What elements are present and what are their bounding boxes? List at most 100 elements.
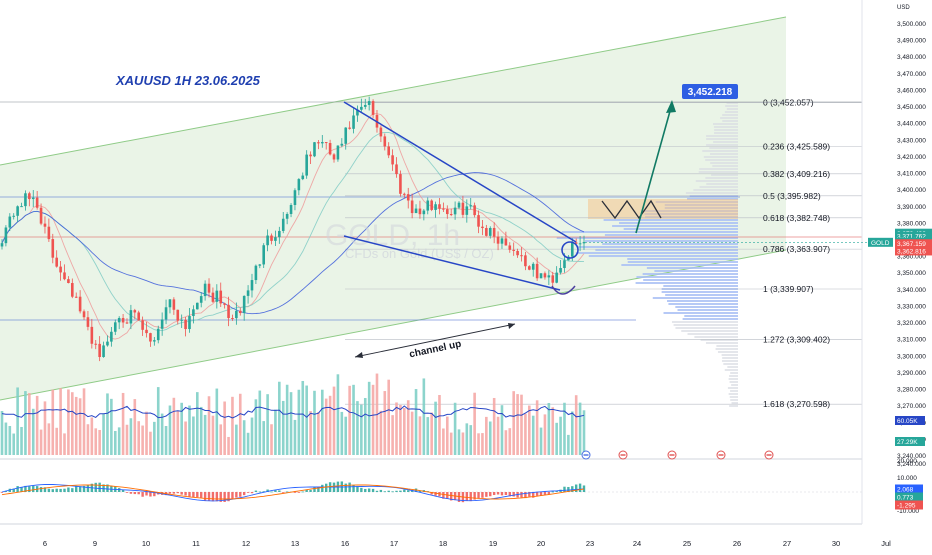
macd-histogram-bar — [121, 489, 125, 492]
macd-histogram-bar — [469, 492, 472, 502]
time-tick: Jul — [881, 539, 891, 548]
volume-bar — [164, 426, 168, 455]
candle-body — [110, 331, 113, 342]
macd-histogram-bar — [223, 492, 226, 502]
watermark-description: CFDs on Gold (US$ / OZ) — [345, 246, 494, 261]
price-tick: 3,270.000 — [897, 403, 926, 410]
volume-bar — [160, 413, 164, 455]
macd-histogram-bar — [219, 492, 222, 502]
candle-body — [582, 242, 586, 244]
candle-body — [559, 268, 562, 273]
volume-bar — [270, 424, 273, 455]
macd-histogram-bar — [547, 492, 551, 494]
macd-histogram-bar — [200, 492, 203, 498]
volume-bar — [520, 394, 523, 455]
macd-histogram-bar — [102, 484, 105, 492]
volume-bar — [28, 393, 31, 455]
macd-histogram-bar — [485, 492, 488, 497]
profile-bar — [721, 354, 738, 356]
candle-body — [383, 136, 387, 147]
time-tick: 26 — [733, 539, 741, 548]
profile-bar — [642, 273, 738, 275]
candle-body — [63, 272, 66, 280]
volume-bar — [207, 396, 211, 455]
candle-body — [121, 317, 125, 323]
macd-histogram-bar — [356, 486, 359, 492]
event-flag-icon[interactable] — [764, 450, 774, 460]
volume-badge-top-bg — [895, 416, 925, 425]
candle-body — [406, 194, 410, 201]
volume-bar — [539, 427, 543, 455]
macd-histogram-bar — [215, 492, 219, 502]
volume-bar — [238, 393, 242, 455]
event-flag-icon[interactable] — [667, 450, 677, 460]
time-axis: 6 9 10 11 12 13 16 17 18 19 20 23 24 25 26 27 30 Jul — [43, 539, 891, 548]
candle-body — [8, 216, 12, 228]
candle-body — [313, 142, 316, 157]
macd-histogram-bar — [352, 485, 355, 492]
candle-body — [71, 283, 74, 297]
event-flag-icon[interactable] — [618, 450, 628, 460]
macd-histogram-bar — [430, 492, 433, 495]
volume-bar — [309, 411, 312, 455]
macd-histogram-bar — [254, 490, 258, 492]
candle-body — [481, 226, 484, 229]
profile-bar — [673, 324, 738, 326]
price-tick: 3,350.000 — [897, 270, 926, 277]
time-tick: 13 — [291, 539, 299, 548]
bottom-arc — [551, 285, 576, 295]
economic-events[interactable] — [581, 450, 774, 460]
volume-bar — [43, 401, 47, 455]
macd-histogram-bar — [434, 492, 437, 496]
gold-tag-text: GOLD — [871, 240, 890, 247]
fib-label: 0 (3,452.057) — [763, 98, 814, 108]
volume-bar — [426, 417, 430, 455]
volume-bar — [39, 429, 43, 455]
macd-histogram-bar — [16, 486, 19, 492]
candle-body — [86, 317, 90, 327]
volume-bar — [563, 402, 566, 455]
candle-body — [348, 127, 351, 129]
profile-bar — [731, 402, 738, 404]
macd-histogram-bar — [39, 487, 43, 492]
macd-histogram-bar — [383, 491, 386, 493]
volume-bar — [184, 421, 187, 455]
profile-bar — [715, 348, 738, 350]
price-tick: 3,420.000 — [897, 154, 926, 161]
profile-bar — [619, 222, 738, 224]
volume-bar — [8, 425, 12, 455]
candle-body — [176, 309, 180, 321]
price-badge: 3,362.816 — [895, 246, 932, 256]
macd-histogram-bar — [449, 492, 453, 501]
macd-badge-text: 0.773 — [897, 495, 914, 502]
macd-histogram-bar — [192, 492, 195, 498]
profile-bar — [723, 363, 738, 365]
volume-bar — [469, 425, 473, 455]
candle-body — [35, 197, 39, 208]
fib-label: 0.618 (3,382.748) — [763, 213, 830, 223]
profile-bar — [699, 168, 738, 170]
profile-bar — [668, 303, 738, 305]
volume-bar — [356, 401, 359, 455]
macd-histogram-bar — [578, 483, 582, 492]
profile-bar — [654, 270, 738, 272]
macd-tick: -10.000 — [897, 508, 919, 515]
event-flag-icon[interactable] — [716, 450, 726, 460]
profile-bar — [556, 237, 738, 239]
profile-bar — [726, 102, 738, 104]
event-flag-icon[interactable] — [581, 450, 591, 460]
breakout-circle — [561, 241, 579, 259]
macd-histogram-bar — [512, 492, 515, 497]
candle-body — [492, 227, 496, 237]
volume-bar — [391, 415, 394, 455]
macd-histogram-bar — [227, 492, 230, 502]
macd-histogram-bar — [410, 490, 414, 492]
profile-bar — [706, 144, 738, 146]
price-axis: 3,500.000 3,490.000 3,480.000 3,470.000 3,46… — [585, 0, 932, 550]
chart-title: XAUUSD 1H 23.06.2025 — [115, 73, 261, 88]
macd-histogram-bar — [500, 492, 504, 496]
profile-bar — [603, 219, 738, 221]
volume-bar — [461, 432, 465, 455]
price-tick: 3,340.000 — [897, 287, 926, 294]
